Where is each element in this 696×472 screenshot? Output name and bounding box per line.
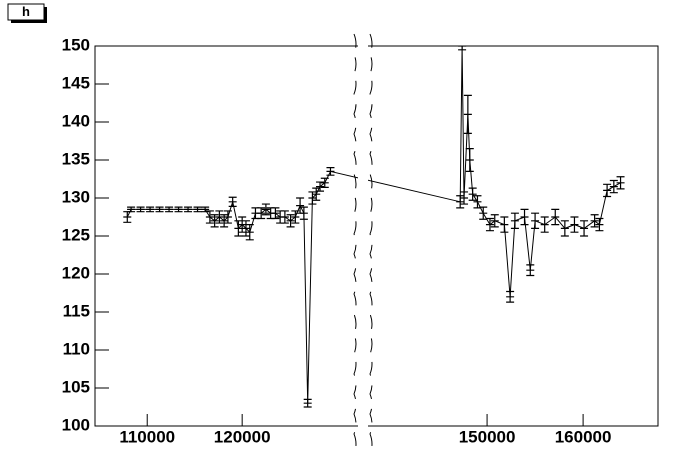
x-tick-label: 110000: [119, 427, 175, 446]
error-bar: [296, 197, 305, 214]
error-bar: [201, 206, 210, 213]
error-bar: [220, 214, 229, 228]
error-bar: [241, 220, 250, 237]
error-bar: [473, 195, 482, 209]
error-bar: [326, 167, 335, 176]
error-bar: [223, 210, 232, 224]
error-bar: [308, 191, 317, 205]
error-bar: [127, 206, 136, 213]
error-bar: [228, 196, 237, 207]
error-bar: [570, 216, 579, 233]
error-bar: [609, 179, 618, 194]
x-tick-label: 120000: [214, 427, 271, 446]
axis-break-line: [353, 33, 357, 455]
error-bar: [238, 216, 247, 233]
error-bar: [205, 210, 214, 224]
x-tick-label: 160000: [555, 427, 612, 446]
error-bar: [560, 220, 569, 237]
error-bar: [193, 206, 202, 213]
y-tick-label: 110: [63, 339, 90, 358]
y-tick-label: 135: [62, 149, 90, 168]
error-bar: [616, 176, 625, 190]
plot-frame: [94, 45, 659, 427]
error-bar: [174, 206, 183, 213]
error-bar: [155, 206, 164, 213]
error-bar: [123, 211, 132, 223]
y-tick-label: 115: [63, 301, 90, 320]
error-bar: [280, 210, 289, 224]
error-bar: [299, 206, 308, 220]
error-bar: [266, 207, 275, 220]
error-bar: [291, 210, 300, 224]
error-bar: [590, 214, 599, 228]
error-bar: [316, 181, 325, 192]
y-tick-label: 150: [62, 35, 90, 54]
axis-break-line: [369, 33, 373, 455]
error-bar: [215, 210, 224, 224]
error-bar: [210, 214, 219, 228]
error-bar: [506, 290, 515, 303]
error-bar: [165, 206, 174, 213]
chart-title: h: [22, 4, 30, 19]
error-bar: [234, 220, 243, 237]
error-bar: [485, 217, 494, 232]
error-bar: [257, 207, 266, 220]
title-box: [7, 3, 45, 21]
error-bar: [500, 216, 509, 233]
y-tick-label: 105: [62, 377, 90, 396]
error-bar: [551, 208, 560, 226]
error-bar: [510, 212, 519, 229]
error-bar: [458, 46, 467, 51]
y-tick-label: 100: [62, 415, 90, 434]
error-bar: [251, 207, 260, 220]
error-bar: [146, 206, 155, 213]
y-tick-label: 130: [62, 187, 90, 206]
plot-area: [123, 46, 625, 408]
error-bar: [580, 220, 589, 237]
y-tick-label: 140: [62, 111, 90, 130]
y-tick-label: 145: [62, 73, 90, 92]
error-bar: [271, 207, 280, 220]
axis-break-gap: [358, 36, 368, 438]
error-bar: [245, 224, 254, 241]
y-tick-label: 120: [62, 263, 90, 282]
error-bar: [595, 217, 604, 232]
error-bar: [490, 214, 499, 228]
error-bar: [531, 212, 540, 229]
error-bar: [136, 206, 145, 213]
error-bar: [465, 148, 474, 172]
error-bar: [463, 94, 472, 134]
x-tick-label: 150000: [459, 427, 516, 446]
error-bar: [468, 187, 477, 201]
error-bar: [261, 203, 270, 216]
error-bar: [479, 206, 488, 220]
error-bar: [303, 398, 312, 408]
error-bar: [286, 214, 295, 228]
y-tick-label: 125: [62, 225, 90, 244]
error-bar: [456, 195, 465, 209]
error-bar: [526, 264, 535, 277]
error-bar: [276, 210, 285, 224]
error-bar: [312, 187, 321, 201]
error-bar: [520, 208, 529, 226]
error-bar: [320, 177, 329, 188]
error-bar: [184, 206, 193, 213]
error-bar: [460, 191, 469, 205]
error-bar: [603, 183, 612, 198]
error-bar: [540, 216, 549, 233]
